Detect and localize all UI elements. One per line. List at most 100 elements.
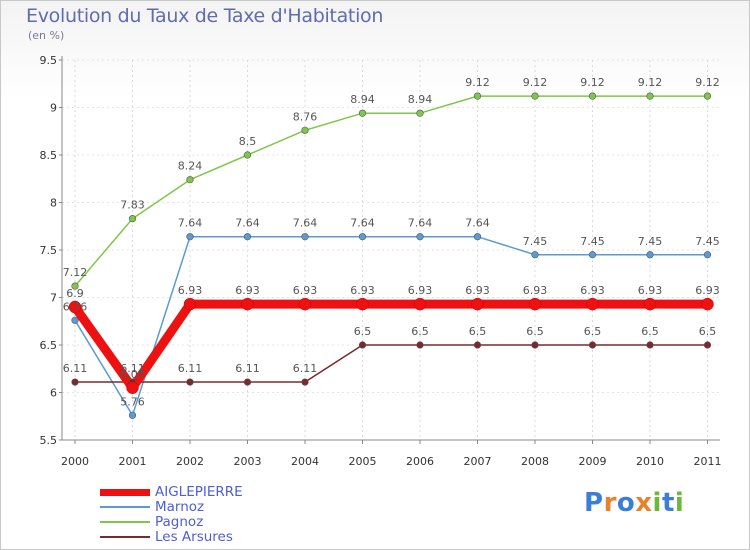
data-point-pagnoz xyxy=(703,92,712,100)
data-label-aiglepierre: 6.93 xyxy=(580,284,605,297)
data-point-marnoz xyxy=(358,233,367,241)
data-point-marnoz xyxy=(703,251,712,259)
series-line-pagnoz xyxy=(74,95,709,287)
data-label-pagnoz: 8.94 xyxy=(350,93,375,106)
data-label-les-arsures: 6.11 xyxy=(178,362,203,375)
data-point-pagnoz xyxy=(646,92,654,100)
data-label-aiglepierre: 6.05 xyxy=(120,368,145,381)
data-point-aiglepierre xyxy=(183,297,197,311)
data-label-marnoz: 7.45 xyxy=(638,235,663,248)
x-tick-label: 2011 xyxy=(694,455,722,468)
grid-lines xyxy=(62,59,720,441)
data-point-aiglepierre xyxy=(643,297,657,311)
data-point-pagnoz xyxy=(301,126,309,134)
data-point-les-arsures xyxy=(186,378,194,386)
data-label-les-arsures: 6.5 xyxy=(584,325,602,338)
data-label-les-arsures: 6.5 xyxy=(526,325,544,338)
data-point-marnoz xyxy=(128,411,137,419)
data-label-les-arsures: 6.11 xyxy=(63,362,88,375)
data-point-aiglepierre xyxy=(356,297,369,311)
series-line-les-arsures xyxy=(74,344,709,383)
data-point-marnoz xyxy=(646,251,654,259)
data-point-pagnoz xyxy=(186,176,194,184)
data-label-les-arsures: 6.5 xyxy=(354,325,372,338)
data-label-pagnoz: 8.24 xyxy=(178,160,203,173)
data-point-les-arsures xyxy=(301,378,309,386)
x-tick-label: 2002 xyxy=(176,455,204,468)
data-label-pagnoz: 7.83 xyxy=(120,199,145,212)
data-label-pagnoz: 7.12 xyxy=(63,266,88,279)
data-point-pagnoz xyxy=(473,92,482,100)
x-tick-label: 2008 xyxy=(521,455,549,468)
data-label-marnoz: 6.76 xyxy=(63,300,88,313)
data-label-aiglepierre: 6.93 xyxy=(523,284,548,297)
logo-letter: i xyxy=(674,488,685,518)
x-tick-label: 2010 xyxy=(636,455,664,468)
data-point-pagnoz xyxy=(128,215,137,223)
data-label-marnoz: 7.64 xyxy=(465,217,490,230)
data-label-pagnoz: 8.76 xyxy=(293,110,318,123)
data-point-les-arsures xyxy=(531,341,539,349)
data-point-pagnoz xyxy=(531,92,539,100)
data-label-pagnoz: 9.12 xyxy=(695,76,720,89)
tick-labels: 5.5 6 6.5 7 7.5 8 8.5 9 9.5 2000 2001 2002 2003 2004 2… xyxy=(40,54,722,468)
data-point-aiglepierre xyxy=(68,300,82,314)
legend-label: AIGLEPIERRE xyxy=(155,484,243,500)
data-point-les-arsures xyxy=(243,378,252,386)
data-point-aiglepierre xyxy=(701,297,714,311)
data-label-les-arsures: 6.11 xyxy=(120,362,145,375)
series-points xyxy=(68,92,714,419)
data-point-marnoz xyxy=(243,233,252,241)
data-label-aiglepierre: 6.9 xyxy=(66,287,84,300)
logo-letter: P xyxy=(584,488,604,518)
chart-subtitle: (en %) xyxy=(28,29,65,42)
data-label-les-arsures: 6.5 xyxy=(411,325,429,338)
x-tick-label: 2005 xyxy=(349,455,377,468)
x-tick-label: 2000 xyxy=(61,455,89,468)
data-label-marnoz: 7.45 xyxy=(580,235,605,248)
data-point-les-arsures xyxy=(416,341,424,349)
logo-letter: r xyxy=(603,488,617,518)
y-tick-label: 8 xyxy=(50,197,57,210)
data-label-aiglepierre: 6.93 xyxy=(350,284,375,297)
data-point-marnoz xyxy=(473,233,482,241)
data-label-aiglepierre: 6.93 xyxy=(695,284,720,297)
legend-label: Les Arsures xyxy=(155,529,233,545)
data-point-aiglepierre xyxy=(586,297,599,311)
legend-label: Marnoz xyxy=(155,499,205,515)
data-point-aiglepierre xyxy=(413,297,427,311)
data-point-marnoz xyxy=(531,251,539,259)
data-label-aiglepierre: 6.93 xyxy=(408,284,433,297)
data-label-marnoz: 7.64 xyxy=(235,217,260,230)
data-point-pagnoz xyxy=(358,109,367,117)
x-tick-label: 2009 xyxy=(579,455,607,468)
data-label-les-arsures: 6.5 xyxy=(469,325,487,338)
y-tick-label: 7 xyxy=(50,292,57,305)
x-tick-label: 2006 xyxy=(406,455,434,468)
x-tick-label: 2001 xyxy=(119,455,147,468)
legend-swatch-marnoz xyxy=(100,506,150,508)
data-label-pagnoz: 9.12 xyxy=(638,76,663,89)
data-label-aiglepierre: 6.93 xyxy=(293,284,318,297)
data-point-les-arsures xyxy=(358,341,367,349)
data-label-pagnoz: 8.5 xyxy=(239,135,257,148)
logo-letter: i xyxy=(652,488,662,518)
chart-title: Evolution du Taux de Taxe d'Habitation xyxy=(26,5,384,27)
x-tick-label: 2004 xyxy=(291,455,319,468)
data-point-les-arsures xyxy=(473,341,482,349)
legend-swatch-aiglepierre xyxy=(100,489,150,496)
data-point-les-arsures xyxy=(646,341,654,349)
data-label-marnoz: 7.64 xyxy=(178,217,203,230)
logo-letter: x xyxy=(635,488,653,518)
logo-letter: o xyxy=(616,488,636,518)
data-label-aiglepierre: 6.93 xyxy=(235,284,260,297)
data-point-pagnoz xyxy=(416,109,424,117)
data-label-marnoz: 7.64 xyxy=(293,217,318,230)
series-line-marnoz xyxy=(74,235,709,417)
data-label-les-arsures: 6.5 xyxy=(641,325,659,338)
data-point-les-arsures xyxy=(588,341,597,349)
y-tick-label: 7.5 xyxy=(40,244,58,257)
x-tick-label: 2007 xyxy=(464,455,492,468)
